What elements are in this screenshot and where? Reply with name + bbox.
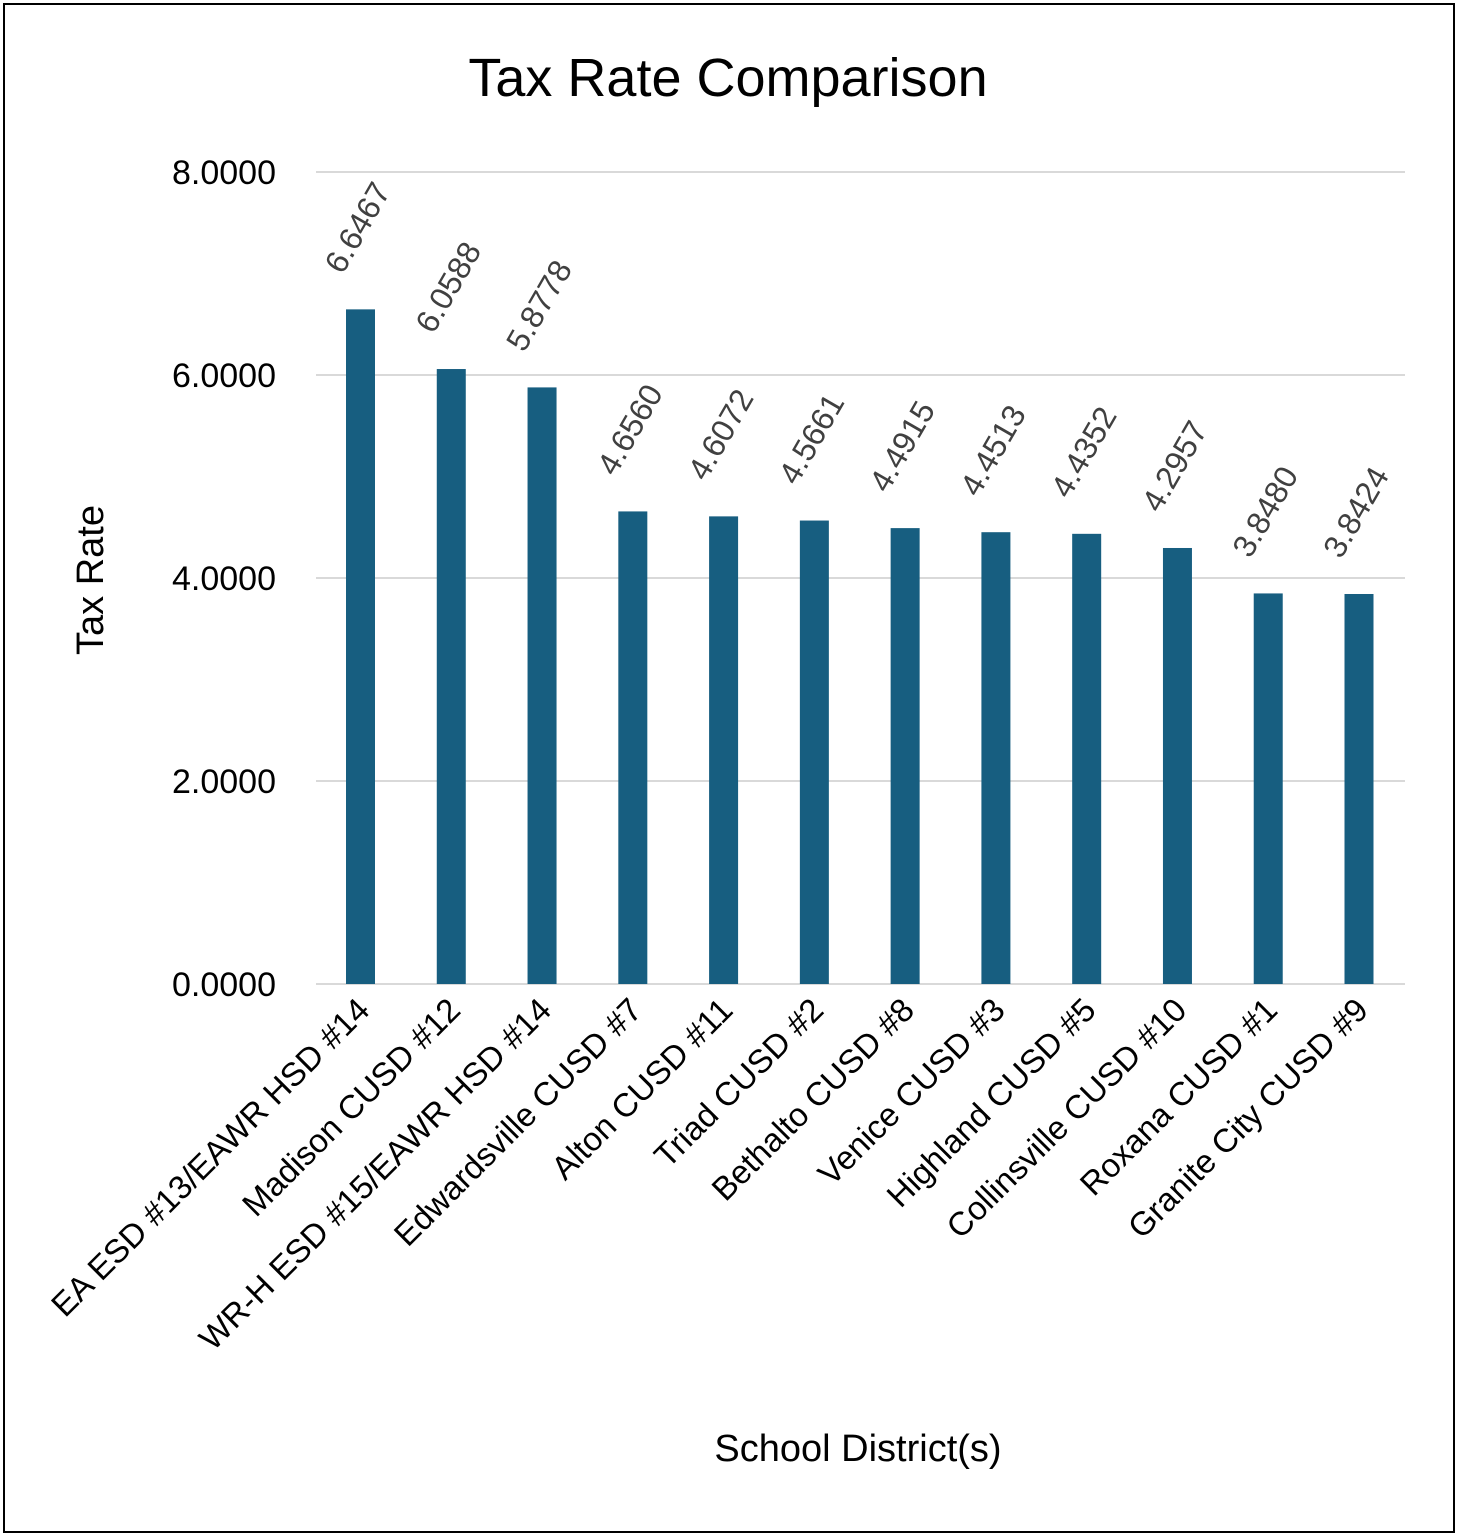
data-label: 5.8778 [499, 254, 579, 357]
x-axis-title: School District(s) [714, 1428, 1001, 1470]
bar [527, 387, 557, 984]
chart-title: Tax Rate Comparison [468, 48, 987, 108]
bar [799, 520, 829, 984]
data-label: 3.8424 [1316, 461, 1396, 564]
x-tick-label: WR-H ESD #15/EAWR HSD #14 [192, 991, 558, 1357]
bar [890, 528, 920, 984]
data-label: 4.4513 [953, 399, 1033, 502]
bar [618, 511, 648, 984]
y-tick-label: 6.0000 [172, 357, 276, 395]
data-label: 4.4352 [1044, 401, 1124, 504]
data-label: 4.6072 [680, 383, 760, 486]
y-tick-label: 4.0000 [172, 560, 276, 598]
data-label: 4.4915 [862, 395, 942, 498]
y-axis-title: Tax Rate [70, 505, 112, 655]
data-label: 3.8480 [1225, 460, 1305, 563]
bar [346, 309, 375, 984]
bar [436, 369, 466, 984]
bar [709, 516, 739, 984]
y-axis-ticks: 0.0000 2.0000 4.0000 6.0000 8.0000 [172, 154, 276, 1004]
data-label: 6.0588 [408, 236, 488, 339]
bar [1344, 593, 1374, 984]
data-label: 6.6467 [317, 176, 397, 279]
y-tick-label: 2.0000 [172, 763, 276, 801]
data-label: 4.2957 [1134, 415, 1214, 518]
bar [1162, 547, 1192, 984]
gridlines [316, 171, 1405, 985]
data-label: 4.5661 [771, 387, 851, 490]
bar [981, 532, 1011, 984]
bar [1253, 593, 1283, 984]
data-label: 4.6560 [590, 378, 670, 481]
y-tick-label: 8.0000 [172, 154, 276, 192]
bars [346, 309, 1374, 984]
bar [1072, 533, 1102, 984]
y-tick-label: 0.0000 [172, 966, 276, 1004]
